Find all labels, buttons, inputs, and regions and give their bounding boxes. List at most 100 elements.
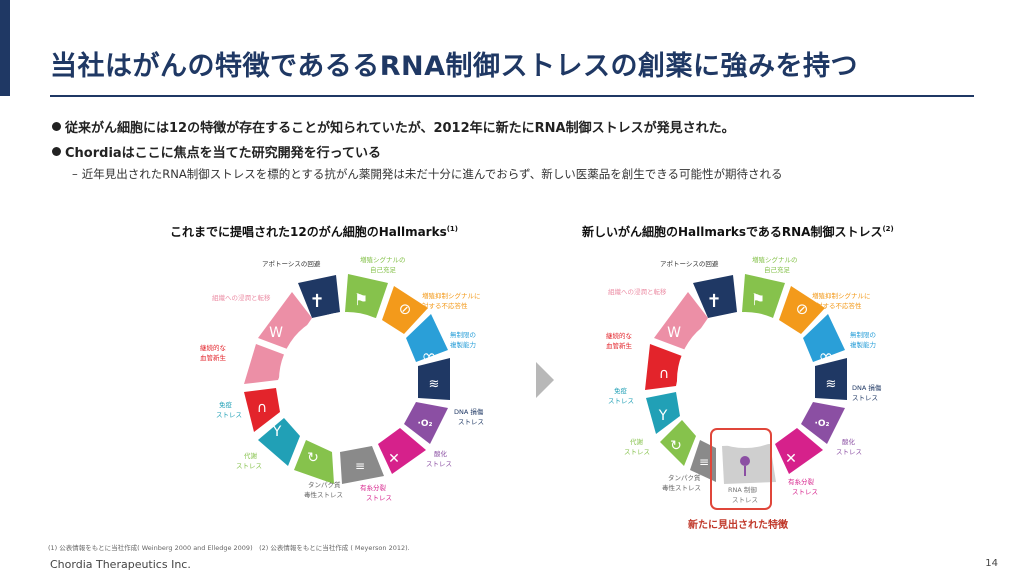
rna-pin-icon [740, 456, 750, 466]
segment-apoptosis [298, 275, 340, 318]
label-immune-1: 免疫 [614, 386, 628, 395]
infinity-icon: ∞ [422, 346, 437, 367]
segment-growth [345, 274, 388, 318]
no-entry-icon: ⊘ [399, 300, 412, 318]
label-angio-1: 継続的な [200, 343, 227, 352]
segment-antigrowth [779, 286, 825, 334]
title-rule [50, 95, 974, 97]
cross-icon: ✝ [706, 291, 721, 312]
protein-icon: ≡ [355, 459, 365, 473]
label-immune-1: 免疫 [219, 400, 233, 409]
label-angio-1: 継続的な [606, 331, 633, 340]
vessel-icon: ∩ [659, 366, 669, 382]
label-metabolic-2: ストレス [236, 462, 262, 470]
label-metabolic-1: 代謝 [244, 451, 258, 460]
label-ox-1: 酸化 [434, 449, 448, 458]
accent-bar [0, 0, 10, 96]
sub-bullet-text: 近年見出されたRNA制御ストレスを標的とする抗がん薬開発は未だ十分に進んでおらず… [81, 167, 783, 181]
label-protein-2: 毒性ストレス [304, 490, 343, 499]
page-title: 当社はがんの特徴であるるRNA制御ストレスの創薬に強みを持つ [50, 51, 859, 82]
label-protein-2: 毒性ストレス [662, 483, 701, 492]
segment-dna [418, 358, 450, 400]
protein-icon: ≡ [699, 455, 709, 469]
bullet-2: Chordiaはここに焦点を当てた研究開発を行っている [52, 142, 381, 161]
chromosome-icon: ✕ [388, 451, 400, 467]
label-dna-2: ストレス [852, 394, 878, 402]
metabolic-icon: ↻ [670, 438, 682, 454]
metabolic-icon: ↻ [307, 450, 319, 466]
label-protein-1: タンパク質 [668, 473, 701, 482]
label-mitotic-2: ストレス [366, 494, 392, 502]
segment-protein [340, 446, 384, 484]
label-immortal-1: 無制限の [450, 330, 476, 339]
dash-icon: – [72, 167, 78, 181]
label-antigrowth-2: 対する不応答性 [422, 301, 468, 310]
label-antigrowth-2: 対する不応答性 [816, 301, 862, 310]
segment-metabolic [294, 440, 334, 484]
label-mitotic-2: ストレス [792, 488, 818, 496]
label-immortal-2: 複製能力 [850, 340, 876, 349]
segment-invasion [244, 344, 288, 384]
segment-growth [742, 274, 785, 318]
label-ox-1: 酸化 [842, 437, 856, 446]
left-hallmarks-wheel: ✝ ⚑ ⊘ ∞ ≋ ·O₂ ✕ ≡ ↻ Y ∩ W アポトーシスの回避 増殖シグ… [200, 255, 484, 502]
segment-angio [244, 388, 280, 432]
segment-apoptosis [693, 275, 737, 318]
label-immune-2: ストレス [608, 397, 634, 405]
footnote: (1) 公表情報をもとに当社作成( Weinberg 2000 and Elle… [48, 544, 410, 552]
label-mitotic-1: 有糸分裂 [788, 477, 815, 486]
bullet-dot-icon [52, 122, 61, 131]
left-wheel-center [279, 312, 415, 448]
label-metabolic-2: ストレス [624, 448, 650, 456]
label-apoptosis: アポトーシスの回避 [262, 259, 321, 268]
label-metabolic-1: 代謝 [630, 437, 644, 446]
label-immune-2: ストレス [216, 411, 242, 419]
segment-ox [404, 402, 448, 444]
oxygen-icon: ·O₂ [417, 419, 432, 429]
right-wheel-center [677, 312, 813, 448]
label-growth-2: 自己充足 [764, 265, 791, 274]
segment-angio [645, 344, 682, 390]
bullet-1: 従来がん細胞には12の特徴が存在することが知られていたが、2012年に新たにRN… [52, 117, 735, 136]
bullet-dot-icon [52, 147, 61, 156]
right-diagram-title: 新しいがん細胞のHallmarksであるRNA制御ストレス(2) [582, 225, 894, 239]
highlight-label: 新たに見出された特徴 [688, 520, 788, 531]
label-ox-2: ストレス [426, 460, 452, 468]
dna-icon: ≋ [429, 377, 440, 392]
segment-mitotic [378, 428, 426, 474]
label-invasion: 組織への浸潤と転移 [608, 287, 667, 296]
bullet-2-text: Chordiaはここに焦点を当てた研究開発を行っている [65, 146, 382, 161]
label-dna-1: DNA 損傷 [454, 407, 484, 416]
label-growth-2: 自己充足 [370, 265, 397, 274]
label-antigrowth-1: 増殖抑制シグナルに [422, 291, 481, 300]
vessel-icon: ∩ [257, 400, 267, 416]
label-protein-1: タンパク質 [308, 480, 341, 489]
bullet-1-text: 従来がん細胞には12の特徴が存在することが知られていたが、2012年に新たにRN… [65, 121, 735, 136]
page-number: 14 [985, 558, 998, 569]
invasion-icon: W [667, 325, 681, 341]
cross-icon: ✝ [309, 291, 324, 312]
label-invasion: 組織への浸潤と転移 [212, 293, 271, 302]
label-growth-1: 増殖シグナルの [752, 255, 798, 264]
segment-antigrowth [382, 286, 428, 334]
company-name: Chordia Therapeutics Inc. [50, 558, 191, 571]
antibody-icon: Y [658, 408, 668, 424]
segment-immortal [803, 314, 845, 362]
segment-dna [815, 358, 847, 400]
infinity-icon: ∞ [819, 346, 834, 367]
arrow-right-icon [536, 362, 554, 398]
segment-ox [801, 402, 845, 444]
segment-protein [690, 440, 716, 482]
oxygen-icon: ·O₂ [814, 419, 829, 429]
rna-pin-stem [744, 466, 746, 476]
label-ox-2: ストレス [836, 448, 862, 456]
label-angio-2: 血管新生 [200, 353, 227, 362]
segment-immune [258, 418, 300, 466]
sub-bullet: – 近年見出されたRNA制御ストレスを標的とする抗がん薬開発は未だ十分に進んでおら… [72, 166, 783, 182]
chromosome-icon: ✕ [785, 451, 797, 467]
invasion-icon: W [269, 325, 283, 341]
flag-icon: ⚑ [354, 290, 368, 309]
label-rna-1: RNA 制御 [728, 485, 757, 494]
highlight-box [710, 428, 772, 510]
antibody-icon: Y [272, 424, 282, 440]
